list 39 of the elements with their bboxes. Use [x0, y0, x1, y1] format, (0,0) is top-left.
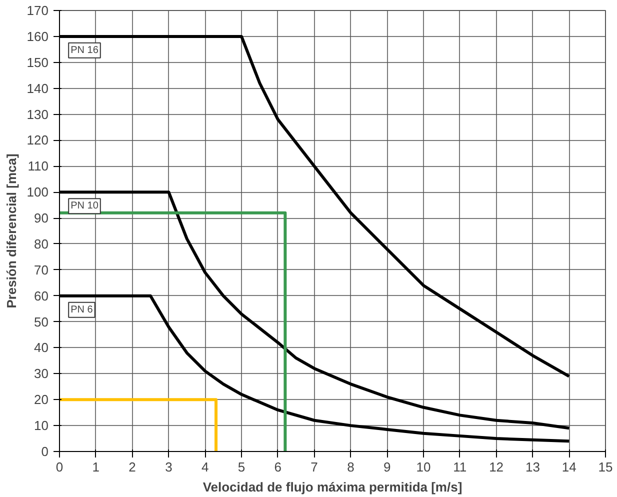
y-tick-label: 80 — [34, 236, 49, 252]
x-axis-title: Velocidad de flujo máxima permitida [m/s] — [202, 480, 462, 494]
y-tick-label: 120 — [26, 132, 49, 148]
y-tick-label: 60 — [34, 288, 49, 304]
x-tick-label: 5 — [238, 460, 246, 474]
y-tick-label: 0 — [41, 444, 49, 459]
y-tick-label: 170 — [26, 3, 49, 18]
y-tick-label: 90 — [34, 210, 49, 226]
x-tick-label: 3 — [165, 460, 172, 474]
x-tick-label: 14 — [562, 460, 576, 474]
x-tick-label: 11 — [453, 460, 467, 474]
series-label: PN 16 — [70, 44, 99, 56]
y-tick-label: 50 — [34, 314, 49, 330]
x-tick-label: 2 — [128, 460, 136, 474]
y-tick-label: 130 — [26, 106, 49, 122]
x-tick-label: 0 — [56, 460, 64, 474]
y-tick-label: 20 — [34, 392, 49, 408]
series-label: PN 6 — [70, 304, 94, 316]
y-tick-label: 30 — [34, 366, 49, 382]
y-tick-label: 140 — [26, 80, 49, 96]
x-tick-label: 10 — [416, 460, 431, 474]
x-tick-label: 15 — [598, 460, 613, 474]
x-tick-label: 7 — [310, 460, 318, 474]
y-tick-label: 110 — [28, 158, 49, 174]
x-tick-label: 13 — [525, 460, 540, 474]
x-tick-label: 6 — [274, 460, 282, 474]
x-tick-label: 12 — [489, 460, 504, 474]
y-tick-label: 160 — [26, 28, 49, 44]
y-tick-label: 150 — [26, 54, 49, 70]
x-tick-label: 1 — [92, 460, 100, 474]
x-tick-label: 8 — [347, 460, 354, 474]
y-axis-title: Presión diferencial [mca] — [4, 154, 19, 308]
y-tick-label: 40 — [34, 340, 49, 356]
x-tick-label: 9 — [383, 460, 391, 474]
y-tick-label: 100 — [26, 184, 49, 200]
y-tick-label: 70 — [34, 262, 49, 278]
series-label: PN 10 — [70, 200, 99, 212]
x-tick-label: 4 — [201, 460, 209, 474]
y-tick-label: 10 — [34, 418, 49, 434]
